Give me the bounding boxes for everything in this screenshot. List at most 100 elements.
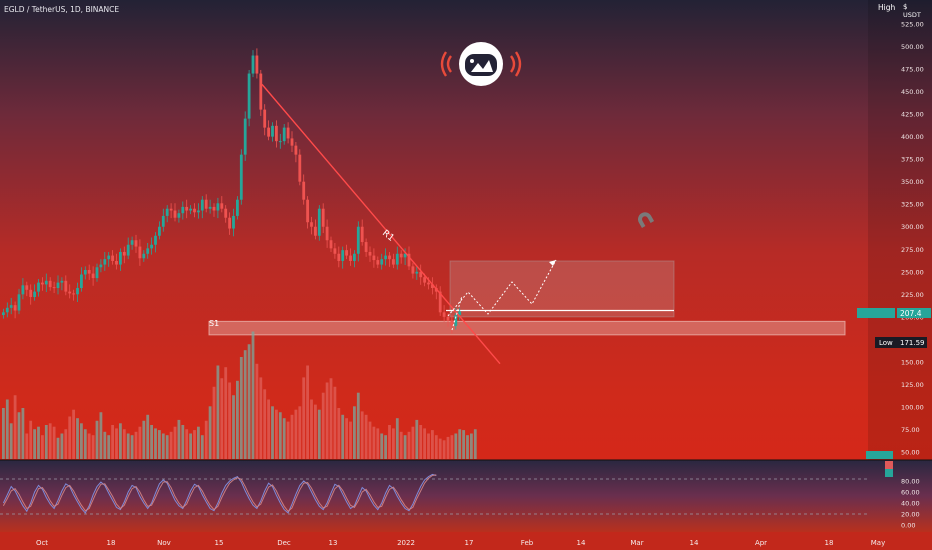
candle-body	[64, 280, 68, 292]
price-tick-label: 125.00	[901, 381, 924, 389]
last-price-tag	[897, 308, 931, 318]
volume-bar	[321, 392, 325, 459]
volume-bar	[259, 377, 263, 459]
candle-body	[41, 282, 44, 285]
candle-body	[232, 215, 235, 229]
candle-body	[173, 210, 177, 218]
candles	[2, 48, 462, 334]
volume-bar	[64, 429, 68, 459]
volume-bar	[364, 414, 368, 459]
candle-body	[134, 240, 138, 247]
volume-bar	[384, 435, 387, 459]
low-label: Low	[879, 339, 893, 347]
volume-bar	[181, 425, 185, 459]
candle-body	[407, 253, 411, 267]
magnet-icon[interactable]	[635, 210, 655, 228]
candle-body	[251, 55, 255, 74]
price-tick-label: 275.00	[901, 246, 924, 254]
candle-body	[263, 109, 267, 128]
volume-bar	[325, 382, 329, 459]
price-tick-label: 375.00	[901, 156, 924, 164]
volume-bar	[267, 399, 270, 459]
candle-body	[29, 289, 33, 298]
volume-bar	[353, 406, 356, 459]
volume-bar	[275, 409, 278, 459]
volume-bar	[134, 431, 138, 459]
volume-bar	[399, 431, 403, 459]
volume-bar	[72, 409, 75, 459]
trendline-r1[interactable]	[261, 83, 501, 365]
volume-bar	[286, 421, 290, 459]
candle-body	[239, 154, 243, 200]
candle-body	[282, 127, 286, 142]
candle-body	[278, 141, 282, 143]
support-zone-s1	[208, 320, 846, 336]
candle-body	[87, 269, 91, 274]
volume-bar	[107, 435, 111, 459]
volume-bar	[290, 414, 294, 459]
volume-bar	[2, 408, 5, 459]
candle-body	[220, 203, 224, 209]
time-tick-label: 18	[825, 539, 834, 547]
price-tick-label: 150.00	[901, 358, 924, 366]
candle-body	[2, 312, 5, 316]
volume-bar	[427, 433, 430, 459]
low-tag	[875, 337, 927, 348]
time-tick-label: 2022	[397, 539, 415, 547]
volume-bar	[122, 429, 126, 459]
oscillator-pane-background	[0, 460, 932, 532]
volume-bar	[41, 435, 44, 459]
candle-body	[216, 203, 220, 211]
candle-body	[388, 255, 391, 260]
candle-body	[372, 255, 376, 261]
volume-bar	[333, 386, 337, 459]
candle-body	[119, 251, 122, 265]
high-label: High	[878, 3, 895, 12]
s1-label: S1	[209, 319, 219, 328]
volume-bar	[454, 433, 458, 459]
projection-box	[449, 260, 675, 318]
volume-bar	[204, 420, 208, 459]
candle-body	[321, 208, 325, 227]
candle-body	[275, 125, 278, 142]
candle-body	[454, 315, 458, 326]
volume-tag	[866, 451, 893, 459]
candle-body	[247, 73, 251, 119]
candle-body	[337, 253, 341, 261]
volume-bar	[473, 429, 477, 459]
volume-bars	[2, 331, 477, 459]
candle-body	[442, 312, 446, 317]
candle-body	[169, 208, 173, 211]
candle-body	[68, 291, 72, 294]
candle-body	[193, 208, 196, 213]
volume-bar	[411, 426, 415, 459]
volume-bar	[9, 423, 13, 459]
volume-bar	[380, 433, 384, 459]
volume-bar	[212, 386, 216, 459]
volume-bar	[407, 431, 411, 459]
volume-bar	[138, 426, 142, 459]
volume-bar	[431, 430, 434, 459]
candle-body	[314, 226, 317, 236]
low-value: 171.59	[900, 339, 925, 347]
candle-body	[427, 282, 430, 285]
time-tick-label: 18	[107, 539, 116, 547]
osc-tag-1	[885, 461, 893, 469]
candle-body	[224, 208, 228, 218]
price-tick-label: 450.00	[901, 88, 924, 96]
candle-body	[419, 271, 423, 278]
candle-body	[154, 235, 157, 245]
volume-bar	[17, 412, 21, 459]
volume-bar	[154, 428, 157, 459]
volume-bar	[103, 431, 107, 459]
candle-body	[33, 291, 36, 298]
volume-bar	[356, 392, 360, 459]
time-axis[interactable]: Oct 18 Nov 15 Dec 13 2022 17 Feb 14 Mar 14 Apr 18 May	[36, 539, 885, 547]
volume-bar	[345, 418, 348, 459]
candle-body	[329, 240, 333, 249]
astronaut-logo	[440, 42, 522, 86]
candle-body	[197, 210, 200, 213]
time-tick-label: Mar	[630, 539, 643, 547]
candle-body	[325, 226, 329, 241]
